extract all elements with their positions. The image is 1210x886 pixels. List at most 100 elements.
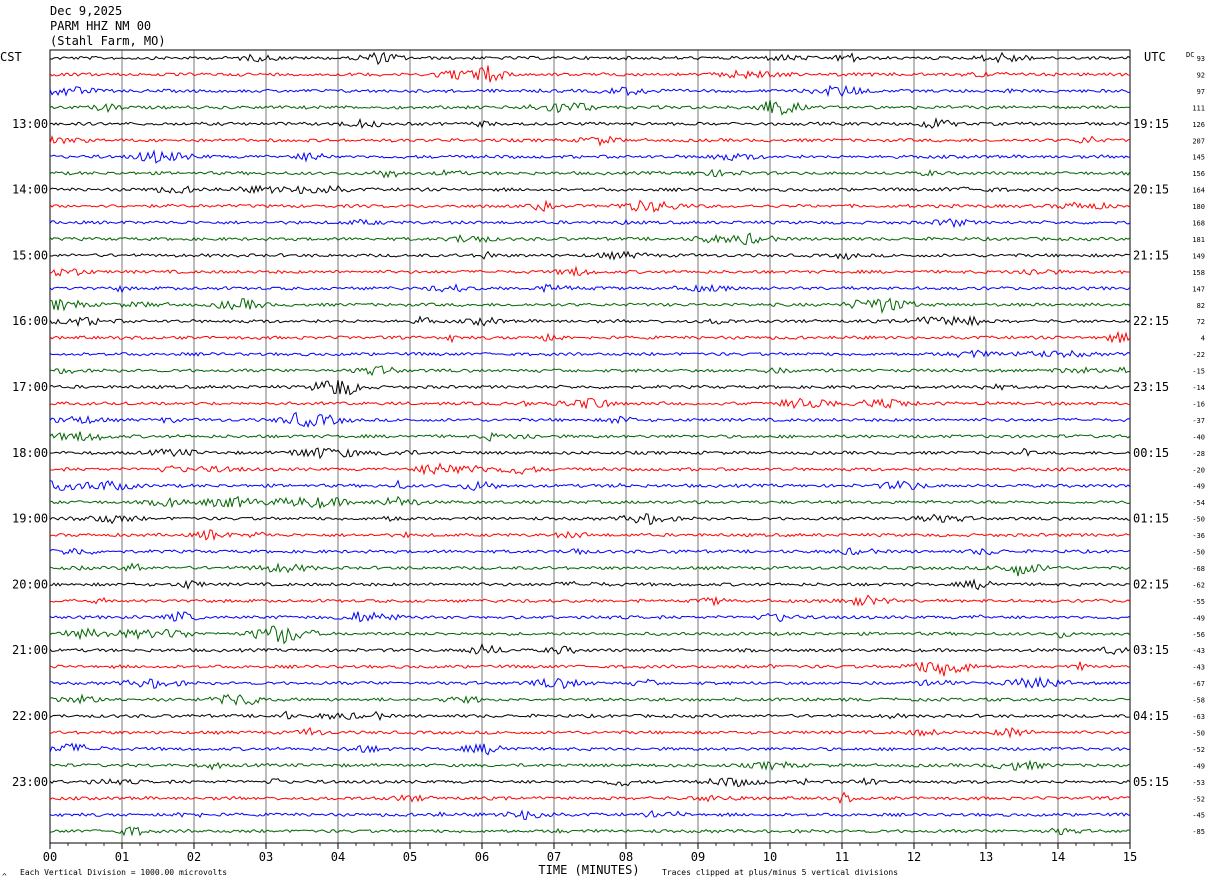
seismic-trace xyxy=(49,547,1131,556)
seismic-trace xyxy=(49,149,1130,164)
dc-offset-label: 156 xyxy=(1192,170,1205,178)
seismic-trace xyxy=(49,529,1131,542)
right-hour-label: 23:15 xyxy=(1133,380,1169,394)
left-hour-label: 18:00 xyxy=(12,446,48,460)
left-hour-label: 21:00 xyxy=(12,643,48,657)
dc-offset-label: 168 xyxy=(1192,220,1205,228)
x-tick-label: 06 xyxy=(475,850,489,864)
x-tick-label: 05 xyxy=(403,850,417,864)
label-layer: 00 01 02 03 04 05 06 07 08 09 10 11 12 13 14 15 93 92 97 11… xyxy=(12,55,1205,864)
dc-offset-label: -22 xyxy=(1192,351,1205,359)
seismic-trace xyxy=(49,297,1131,315)
x-tick-label: 13 xyxy=(979,850,993,864)
dc-offset-label: -14 xyxy=(1192,384,1205,392)
x-axis-title: TIME (MINUTES) xyxy=(538,863,639,877)
dc-offset-label: -43 xyxy=(1192,664,1205,672)
seismic-trace xyxy=(49,479,1131,492)
seismic-trace xyxy=(49,411,1131,429)
dc-offset-label: 72 xyxy=(1197,318,1205,326)
dc-offset-label: -43 xyxy=(1192,647,1205,655)
seismic-trace xyxy=(49,513,1131,526)
seismic-trace xyxy=(49,759,1131,771)
dc-offset-label: -53 xyxy=(1192,779,1205,787)
seismic-trace xyxy=(49,283,1131,294)
dc-offset-label: -67 xyxy=(1192,680,1205,688)
header-date: Dec 9,2025 xyxy=(50,4,123,18)
dc-offset-label: 93 xyxy=(1197,55,1205,63)
corner-mark: ^ xyxy=(2,872,7,881)
seismic-trace xyxy=(49,726,1131,739)
seismic-trace xyxy=(49,135,1131,147)
seismic-trace xyxy=(49,462,1131,476)
x-tick-label: 12 xyxy=(907,850,921,864)
dc-offset-label: -68 xyxy=(1192,565,1205,573)
seismic-trace xyxy=(49,742,1131,756)
right-hour-label: 22:15 xyxy=(1133,314,1169,328)
right-hour-label: 20:15 xyxy=(1133,183,1169,197)
right-hour-label: 02:15 xyxy=(1133,577,1169,591)
x-tick-label: 09 xyxy=(691,850,705,864)
dc-offset-label: -63 xyxy=(1192,713,1205,721)
dc-offset-label: 149 xyxy=(1192,252,1205,260)
right-hour-label: 04:15 xyxy=(1133,709,1169,723)
seismic-trace xyxy=(49,826,1131,837)
left-hour-label: 16:00 xyxy=(12,314,48,328)
seismic-trace xyxy=(49,379,1131,396)
seismic-trace xyxy=(49,625,1131,645)
seismic-trace xyxy=(49,710,1131,722)
header-location: (Stahl Farm, MO) xyxy=(50,34,166,48)
dc-offset-label: -28 xyxy=(1192,450,1205,458)
seismic-trace xyxy=(49,218,1131,229)
dc-offset-label: -58 xyxy=(1192,697,1205,705)
dc-offset-label: 111 xyxy=(1192,104,1205,112)
header-station: PARM HHZ NM 00 xyxy=(50,19,152,33)
x-tick-label: 03 xyxy=(259,850,273,864)
seismic-trace xyxy=(49,250,1130,261)
dc-offset-label: 145 xyxy=(1192,154,1205,162)
x-tick-label: 02 xyxy=(187,850,201,864)
seismic-trace xyxy=(49,265,1131,278)
seismic-trace xyxy=(50,447,1131,460)
right-hour-label: 19:15 xyxy=(1133,117,1169,131)
x-tick-label: 14 xyxy=(1051,850,1065,864)
seismic-trace xyxy=(49,495,1131,509)
left-hour-label: 20:00 xyxy=(12,577,48,591)
dc-offset-label: -36 xyxy=(1192,532,1205,540)
seismic-trace xyxy=(49,51,1131,66)
dc-offset-label: 126 xyxy=(1192,121,1205,129)
dc-offset-label: -49 xyxy=(1192,483,1205,491)
dc-offset-label: 97 xyxy=(1197,88,1205,96)
clip-note: Traces clipped at plus/minus 5 vertical … xyxy=(662,868,898,877)
x-tick-label: 07 xyxy=(547,850,561,864)
seismic-trace xyxy=(50,675,1131,690)
dc-offset-label: -49 xyxy=(1192,614,1205,622)
left-hour-label: 23:00 xyxy=(12,775,48,789)
seismic-trace xyxy=(49,791,1131,805)
x-tick-label: 00 xyxy=(43,850,57,864)
right-hour-label: 01:15 xyxy=(1133,512,1169,526)
chart-grid xyxy=(49,49,1131,849)
right-hour-label: 05:15 xyxy=(1133,775,1169,789)
dc-offset-label: -52 xyxy=(1192,795,1205,803)
x-tick-label: 04 xyxy=(331,850,345,864)
dc-offset-label: -85 xyxy=(1192,828,1205,836)
dc-offset-label: -49 xyxy=(1192,762,1205,770)
left-hour-label: 19:00 xyxy=(12,512,48,526)
seismic-trace xyxy=(49,594,1131,607)
seismic-trace xyxy=(49,809,1131,821)
seismic-trace xyxy=(49,642,1131,655)
right-hour-label: 03:15 xyxy=(1133,643,1169,657)
dc-header-label: DC xyxy=(1186,51,1194,59)
seismic-trace xyxy=(49,168,1131,179)
seismic-trace xyxy=(49,84,1130,98)
left-timezone-label: CST xyxy=(0,50,22,64)
x-tick-label: 11 xyxy=(835,850,849,864)
trace-layer xyxy=(49,51,1131,837)
dc-offset-label: 158 xyxy=(1192,269,1205,277)
seismic-trace xyxy=(49,562,1131,577)
seismic-trace xyxy=(49,365,1131,377)
dc-offset-label: 164 xyxy=(1192,187,1205,195)
left-hour-label: 15:00 xyxy=(12,248,48,262)
dc-offset-label: -54 xyxy=(1192,499,1205,507)
